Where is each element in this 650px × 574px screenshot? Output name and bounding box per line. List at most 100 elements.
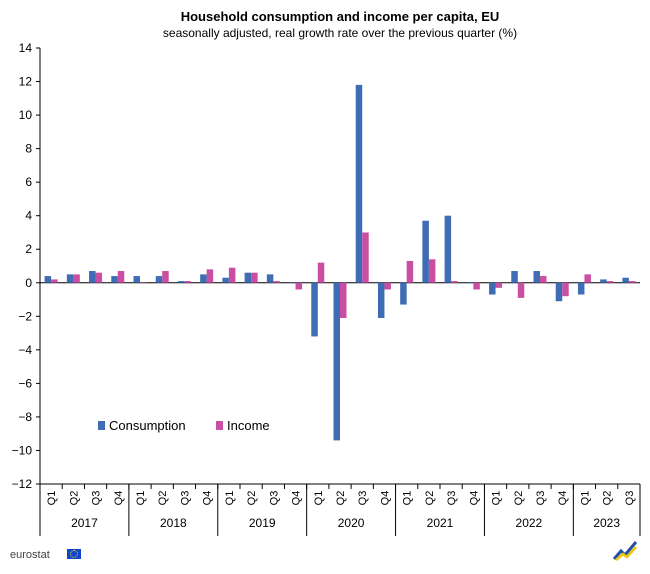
y-tick-label: −10 [12,443,33,457]
consumption-bar [200,274,207,283]
income-bar [628,281,636,283]
year-label: 2021 [427,516,454,530]
y-tick-label: −2 [18,309,32,323]
income-bar [451,281,458,283]
income-bar [51,279,58,283]
plot-area: −12 −10 −8 −6 −4 −2 0 2 4 6 8 10 12 14 Q1 Q2 Q3 Q4 Q1 Q2 Q3 Q… [12,41,641,536]
consumption-bar [66,274,74,283]
chart-subtitle: seasonally adjusted, real growth rate ov… [163,26,517,40]
legend-swatch [216,421,223,430]
year-label: 2017 [71,516,98,530]
x-tick-label: Q2 [602,491,614,506]
year-label: 2018 [160,516,187,530]
y-tick-label: 0 [25,276,32,290]
year-label: 2023 [593,516,620,530]
y-tick-label: 2 [25,242,32,256]
x-tick-label: Q4 [557,491,569,506]
consumption-bar [622,277,629,283]
consumption-bar [222,277,229,283]
y-tick-label: −12 [12,477,33,491]
income-bar [117,271,125,283]
consumption-bar [466,282,474,284]
consumption-bar [577,282,585,295]
consumption-bar [177,281,185,283]
income-bar [517,282,525,298]
income-bar [540,276,547,283]
consumption-bar [600,279,607,283]
x-tick-label: Q1 [491,491,503,506]
income-bar [140,282,147,284]
x-tick-label: Q4 [468,491,480,506]
x-tick-label: Q3 [91,491,103,506]
consumption-bar [533,271,540,283]
y-tick-label: −4 [18,343,32,357]
income-bar [428,259,436,283]
x-tick-label: Q3 [535,491,547,506]
income-bar [206,269,214,283]
consumption-bar [511,271,518,283]
consumption-bar [155,276,163,283]
income-bar [384,282,391,290]
consumption-bar [289,282,296,284]
y-tick-label: 6 [25,175,32,189]
income-bar [473,282,480,290]
x-tick-label: Q1 [313,491,325,506]
consumption-bar [422,220,429,283]
legend-label: Income [227,418,270,433]
x-tick-label: Q1 [46,491,58,506]
consumption-bar [266,274,274,283]
y-tick-label: 10 [19,108,33,122]
consumption-bar [311,282,318,337]
legend-label: Consumption [109,418,186,433]
x-tick-label: Q3 [268,491,280,506]
x-tick-label: Q2 [68,491,80,506]
x-tick-label: Q3 [357,491,369,506]
x-tick-label: Q4 [202,491,214,506]
consumption-bar [377,282,385,318]
x-tick-label: Q2 [157,491,169,506]
consumption-bar [489,282,496,295]
year-label: 2020 [338,516,365,530]
x-tick-label: Q1 [224,491,236,506]
x-tick-label: Q3 [624,491,636,506]
x-tick-label: Q2 [246,491,258,506]
consumption-bar [244,272,252,283]
income-bar [495,282,503,288]
eurostat-logo-text: eurostat [10,549,50,561]
consumption-bar [355,84,363,283]
x-tick-label: Q3 [179,491,191,506]
chart-title: Household consumption and income per cap… [181,9,500,24]
y-tick-label: −6 [18,376,32,390]
x-tick-label: Q2 [513,491,525,506]
eu-flag-icon [67,549,81,559]
income-bar [406,260,414,283]
x-tick-label: Q2 [335,491,347,506]
legend-swatch [98,421,105,430]
income-bar [606,281,614,283]
x-tick-label: Q2 [424,491,436,506]
consumption-bar [133,276,140,283]
y-tick-label: 12 [19,75,33,89]
income-bar [95,272,103,283]
year-label: 2022 [516,516,543,530]
x-tick-label: Q4 [113,491,125,506]
income-bar [251,272,258,283]
x-tick-label: Q1 [402,491,414,506]
consumption-bar [400,282,407,305]
income-bar [317,262,325,283]
x-tick-label: Q4 [379,491,391,506]
income-bar [228,267,236,283]
consumption-bar [444,215,452,283]
y-tick-label: 4 [25,209,32,223]
eurostat-corner-icon [612,541,638,561]
x-tick-label: Q3 [446,491,458,506]
income-bar [162,271,169,283]
footer: eurostat [10,541,640,567]
income-bar [584,274,591,283]
year-label: 2019 [249,516,276,530]
consumption-bar [555,282,563,302]
y-tick-label: 8 [25,142,32,156]
income-bar [295,282,303,290]
consumption-bar [333,282,340,441]
